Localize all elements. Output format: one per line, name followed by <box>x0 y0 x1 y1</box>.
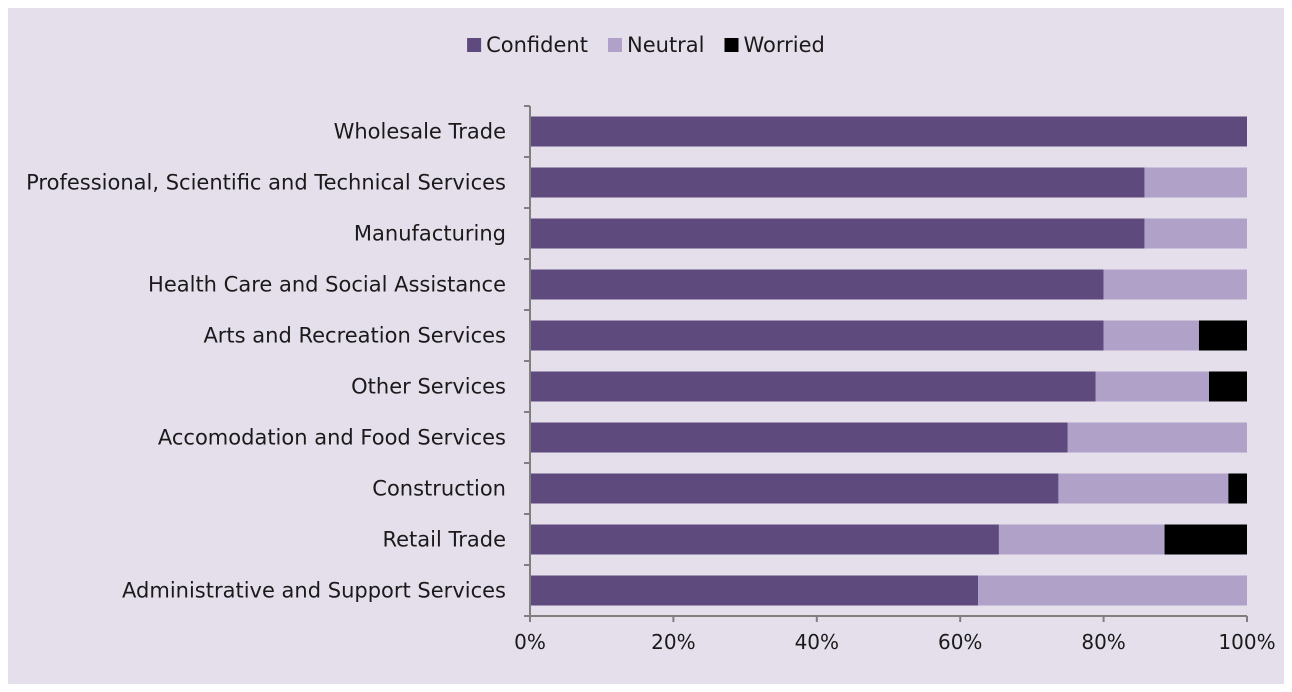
bar-confident-accomodation-and-food-services <box>530 422 1068 453</box>
tick-labels: 0% 20% 40% 60% 80% 100% <box>514 630 1275 654</box>
bar-neutral-manufacturing <box>1144 218 1247 249</box>
x-tick-label: 60% <box>938 630 982 654</box>
chart-svg: Confident Neutral Worried Wholesale Trade P… <box>26 33 1275 654</box>
legend-item-neutral: Neutral <box>608 33 705 57</box>
bar-confident-other-services <box>530 371 1096 402</box>
legend-label-worried: Worried <box>744 33 825 57</box>
x-tick-label: 20% <box>651 630 695 654</box>
legend-item-confident: Confident <box>467 33 588 57</box>
category-label-wholesale-trade: Wholesale Trade <box>334 120 506 144</box>
legend-swatch-confident <box>467 38 482 52</box>
category-label-accomodation-and-food-services: Accomodation and Food Services <box>158 426 506 450</box>
bar-neutral-accomodation-and-food-services <box>1067 422 1247 453</box>
category-label-arts-and-recreation-services: Arts and Recreation Services <box>203 324 506 348</box>
category-label-professional-scientific-and-technical-services: Professional, Scientific and Technical S… <box>26 171 506 195</box>
bar-confident-administrative-and-support-services <box>530 575 979 606</box>
bar-neutral-other-services <box>1095 371 1209 402</box>
bar-worried-construction <box>1228 473 1247 504</box>
legend-label-neutral: Neutral <box>627 33 705 57</box>
bar-confident-professional-scientific-and-technical-services <box>530 167 1145 198</box>
category-label-health-care-and-social-assistance: Health Care and Social Assistance <box>148 273 506 297</box>
bar-confident-retail-trade <box>530 524 999 555</box>
category-labels: Wholesale Trade Professional, Scientific … <box>26 120 506 603</box>
category-label-other-services: Other Services <box>351 375 506 399</box>
bars <box>530 116 1248 606</box>
legend-swatch-neutral <box>608 38 622 52</box>
bar-confident-construction <box>530 473 1059 504</box>
bar-worried-retail-trade <box>1164 524 1247 555</box>
bar-confident-manufacturing <box>530 218 1145 249</box>
bar-neutral-professional-scientific-and-technical-services <box>1144 167 1247 198</box>
bar-neutral-retail-trade <box>998 524 1165 555</box>
legend: Confident Neutral Worried <box>467 33 825 57</box>
x-tick-label: 100% <box>1218 630 1275 654</box>
bar-worried-other-services <box>1209 371 1247 402</box>
x-tick-label: 0% <box>514 630 546 654</box>
legend-label-confident: Confident <box>486 33 588 57</box>
bar-confident-health-care-and-social-assistance <box>530 269 1104 300</box>
axes <box>524 105 1248 622</box>
x-tick-label: 40% <box>795 630 839 654</box>
bar-worried-arts-and-recreation-services <box>1198 320 1247 351</box>
bar-neutral-construction <box>1058 473 1229 504</box>
bar-neutral-arts-and-recreation-services <box>1103 320 1199 351</box>
bar-neutral-administrative-and-support-services <box>978 575 1248 606</box>
category-label-administrative-and-support-services: Administrative and Support Services <box>122 579 506 603</box>
bar-confident-arts-and-recreation-services <box>530 320 1104 351</box>
chart-panel: Confident Neutral Worried Wholesale Trade P… <box>8 8 1284 684</box>
bar-neutral-health-care-and-social-assistance <box>1103 269 1247 300</box>
bar-confident-wholesale-trade <box>530 116 1247 147</box>
legend-item-worried: Worried <box>724 33 825 57</box>
category-label-retail-trade: Retail Trade <box>382 528 506 552</box>
legend-swatch-worried <box>724 38 739 52</box>
category-label-manufacturing: Manufacturing <box>354 222 506 246</box>
x-tick-label: 80% <box>1081 630 1125 654</box>
category-label-construction: Construction <box>372 477 506 501</box>
